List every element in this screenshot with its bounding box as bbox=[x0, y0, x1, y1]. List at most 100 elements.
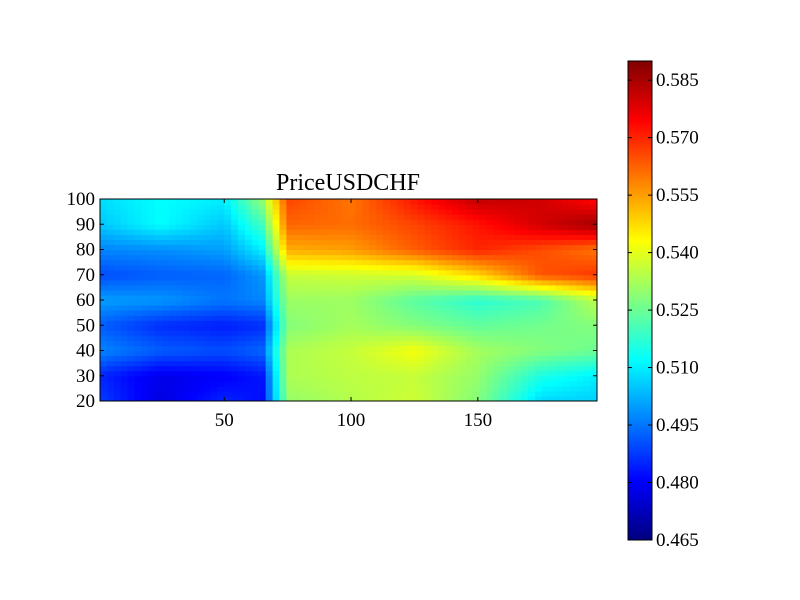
heatmap-cell bbox=[472, 335, 481, 341]
heatmap-cell bbox=[169, 229, 177, 235]
heatmap-cell bbox=[389, 209, 398, 215]
heatmap-cell bbox=[534, 350, 543, 357]
heatmap-cell bbox=[396, 305, 405, 311]
heatmap-cell bbox=[162, 259, 170, 266]
heatmap-cell bbox=[562, 209, 570, 215]
heatmap-cell bbox=[113, 340, 122, 347]
heatmap-cell bbox=[590, 315, 597, 321]
heatmap-cell bbox=[217, 325, 225, 331]
heatmap-cell bbox=[272, 375, 281, 382]
heatmap-cell bbox=[141, 209, 149, 215]
heatmap-cell bbox=[576, 204, 584, 210]
heatmap-cell bbox=[555, 234, 564, 240]
heatmap-cell bbox=[203, 320, 212, 326]
heatmap-cell bbox=[562, 259, 570, 266]
heatmap-cell bbox=[300, 320, 308, 326]
heatmap-cell bbox=[224, 284, 232, 291]
heatmap-cell bbox=[203, 274, 212, 281]
heatmap-cell bbox=[500, 264, 508, 271]
heatmap-cell bbox=[196, 340, 205, 347]
heatmap-cell bbox=[569, 254, 577, 261]
heatmap-cell bbox=[562, 305, 570, 311]
heatmap-cell bbox=[272, 264, 281, 271]
heatmap-cell bbox=[320, 355, 329, 362]
heatmap-cell bbox=[265, 199, 274, 205]
heatmap-cell bbox=[403, 360, 412, 367]
heatmap-cell bbox=[493, 390, 501, 397]
heatmap-cell bbox=[300, 284, 308, 291]
heatmap-cell bbox=[355, 370, 363, 377]
heatmap-cell bbox=[341, 380, 350, 387]
heatmap-cell bbox=[472, 244, 481, 251]
heatmap-cell bbox=[141, 395, 149, 401]
heatmap-cell bbox=[169, 289, 177, 296]
heatmap-cell bbox=[210, 350, 218, 357]
heatmap-cell bbox=[175, 269, 184, 276]
heatmap-cell bbox=[389, 229, 398, 235]
heatmap-cell bbox=[348, 365, 356, 372]
heatmap-cell bbox=[541, 229, 550, 235]
heatmap-cell bbox=[100, 340, 108, 347]
heatmap-cell bbox=[141, 370, 149, 377]
heatmap-cell bbox=[452, 209, 460, 215]
heatmap-cell bbox=[417, 365, 426, 372]
heatmap-cell bbox=[334, 300, 343, 306]
heatmap-cell bbox=[106, 249, 115, 256]
heatmap-cell bbox=[458, 294, 467, 301]
heatmap-cell bbox=[258, 350, 267, 357]
heatmap-cell bbox=[410, 294, 419, 301]
heatmap-cell bbox=[548, 259, 557, 266]
heatmap-cell bbox=[458, 279, 467, 286]
heatmap-cell bbox=[175, 249, 184, 256]
heatmap-cell bbox=[438, 234, 446, 240]
heatmap-cell bbox=[389, 390, 398, 397]
heatmap-cell bbox=[169, 355, 177, 362]
heatmap-cell bbox=[113, 350, 122, 357]
colorbar-tick-label: 0.570 bbox=[656, 128, 699, 149]
heatmap-cell bbox=[182, 244, 191, 251]
heatmap-cell bbox=[355, 335, 363, 341]
heatmap-cell bbox=[465, 274, 474, 281]
heatmap-cell bbox=[355, 279, 363, 286]
heatmap-cell bbox=[507, 204, 515, 210]
heatmap-cell bbox=[424, 199, 432, 205]
heatmap-cell bbox=[113, 300, 122, 306]
heatmap-cell bbox=[493, 239, 501, 246]
heatmap-cell bbox=[431, 234, 439, 240]
heatmap-cell bbox=[120, 289, 129, 296]
heatmap-cell bbox=[169, 335, 177, 341]
heatmap-cell bbox=[286, 365, 294, 372]
heatmap-cell bbox=[231, 244, 239, 251]
heatmap-cell bbox=[569, 340, 577, 347]
heatmap-cell bbox=[196, 254, 205, 261]
heatmap-cell bbox=[231, 264, 239, 271]
heatmap-cell bbox=[265, 380, 274, 387]
heatmap-cell bbox=[265, 305, 274, 311]
heatmap-cell bbox=[106, 244, 115, 251]
heatmap-cell bbox=[113, 249, 122, 256]
heatmap-cell bbox=[210, 335, 218, 341]
heatmap-cell bbox=[175, 365, 184, 372]
heatmap-cell bbox=[286, 360, 294, 367]
heatmap-cell bbox=[555, 360, 564, 367]
heatmap-cell bbox=[562, 234, 570, 240]
heatmap-cell bbox=[327, 335, 336, 341]
heatmap-cell bbox=[155, 395, 163, 401]
heatmap-cell bbox=[383, 310, 391, 316]
heatmap-cell bbox=[348, 310, 356, 316]
heatmap-cell bbox=[555, 279, 564, 286]
heatmap-cell bbox=[155, 385, 163, 392]
heatmap-cell bbox=[458, 300, 467, 306]
heatmap-cell bbox=[272, 239, 281, 246]
heatmap-cell bbox=[113, 355, 122, 362]
heatmap-cell bbox=[286, 320, 294, 326]
heatmap-cell bbox=[175, 254, 184, 261]
heatmap-cell bbox=[182, 385, 191, 392]
heatmap-cell bbox=[272, 229, 281, 235]
heatmap-cell bbox=[286, 370, 294, 377]
heatmap-cell bbox=[527, 380, 536, 387]
heatmap-cell bbox=[293, 340, 301, 347]
heatmap-cell bbox=[583, 315, 591, 321]
heatmap-cell bbox=[162, 264, 170, 271]
heatmap-cell bbox=[362, 234, 370, 240]
